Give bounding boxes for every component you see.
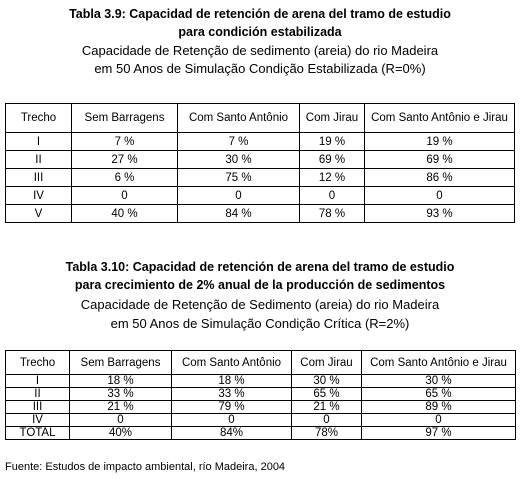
table2-cell: 21 % (291, 400, 362, 414)
table1-cell: 93 % (364, 204, 515, 223)
table2-header-cell: Com Jirau (291, 350, 362, 375)
table1-cell: 69 % (364, 150, 515, 169)
table2-cell: 65 % (361, 387, 516, 401)
table1-cell: 6 % (71, 168, 178, 187)
table1-cell: 12 % (299, 168, 365, 187)
table2-header-row: Trecho Sem Barragens Com Santo Antônio C… (5, 350, 516, 375)
table1-title-line1: Tabla 3.9: Capacidad de retención de are… (69, 7, 451, 21)
table2-cell: II (5, 387, 70, 401)
table2-cell: 0 (171, 413, 292, 427)
table2-header-cell: Com Santo Antônio (171, 350, 292, 375)
table2-title-line1: Tabla 3.10: Capacidad de retención de ar… (65, 260, 455, 274)
table2-cell: 89 % (361, 400, 516, 414)
table1-cell: 19 % (364, 132, 515, 151)
table1-cell: 0 (299, 186, 365, 205)
table1-cell: I (5, 132, 72, 151)
table-row: I 18 % 18 % 30 % 30 % (5, 374, 516, 388)
table2-cell: 79 % (171, 400, 292, 414)
table-row: IV 0 0 0 0 (5, 413, 516, 427)
table1-cell: 84 % (177, 204, 300, 223)
table2-cell: TOTAL (5, 426, 70, 440)
table1-subtitle-line2: em 50 Anos de Simulação Condição Estabil… (94, 61, 426, 76)
table2-cell: I (5, 374, 70, 388)
table2-cell: 33 % (171, 387, 292, 401)
table1-cell: 40 % (71, 204, 178, 223)
table1-cell: 7 % (177, 132, 300, 151)
table2-cell: 30 % (361, 374, 516, 388)
table2-cell: 84% (171, 426, 292, 440)
table2-cell: 0 (291, 413, 362, 427)
table1-title-line2: para condición estabilizada (178, 25, 342, 39)
table1-header-cell: Com Jirau (299, 103, 365, 133)
table1-cell: 75 % (177, 168, 300, 187)
table1-cell: 19 % (299, 132, 365, 151)
table-row: IV 0 0 0 0 (5, 186, 515, 205)
table1-cell: 86 % (364, 168, 515, 187)
table-row: III 21 % 79 % 21 % 89 % (5, 400, 516, 414)
table1-cell: IV (5, 186, 72, 205)
table2-subtitle-line1: Capacidade de Retenção de Sedimento (are… (80, 297, 440, 312)
table2-header-cell: Com Santo Antônio e Jirau (361, 350, 516, 375)
table1-cell: 27 % (71, 150, 178, 169)
table1-cell: 78 % (299, 204, 365, 223)
table2-cell: 21 % (69, 400, 172, 414)
table1-cell: 0 (177, 186, 300, 205)
table2-cell: 78% (291, 426, 362, 440)
table2-cell: 65 % (291, 387, 362, 401)
table2-cell: 40% (69, 426, 172, 440)
table2-cell: 33 % (69, 387, 172, 401)
table1-header-cell: Trecho (5, 103, 72, 133)
table2-cell: 0 (361, 413, 516, 427)
table-row: III 6 % 75 % 12 % 86 % (5, 168, 515, 187)
table2-cell: 18 % (171, 374, 292, 388)
table-row: TOTAL 40% 84% 78% 97 % (5, 426, 516, 440)
table-row: V 40 % 84 % 78 % 93 % (5, 204, 515, 223)
table2-title-line2: para crecimiento de 2% anual de la produ… (74, 278, 446, 292)
table-row: II 27 % 30 % 69 % 69 % (5, 150, 515, 169)
table2-cell: 18 % (69, 374, 172, 388)
table2-cell: 97 % (361, 426, 516, 440)
table1-cell: 0 (364, 186, 515, 205)
table1-header-cell: Com Santo Antônio (177, 103, 300, 133)
table1-header-cell: Sem Barragens (71, 103, 178, 133)
source-note: Fuente: Estudos de impacto ambiental, rí… (5, 461, 286, 473)
table2-header-cell: Trecho (5, 350, 70, 375)
table1-cell: 30 % (177, 150, 300, 169)
table2-cell: 0 (69, 413, 172, 427)
table2-subtitle-line2: em 50 Anos de Simulação Condição Crítica… (110, 316, 410, 331)
table2-cell: IV (5, 413, 70, 427)
table1-header-cell: Com Santo Antônio e Jirau (364, 103, 515, 133)
table2-cell: III (5, 400, 70, 414)
table1-cell: II (5, 150, 72, 169)
table1-header-row: Trecho Sem Barragens Com Santo Antônio C… (5, 103, 515, 133)
table1-cell: V (5, 204, 72, 223)
table1-cell: 69 % (299, 150, 365, 169)
table1-subtitle-line1: Capacidade de Retenção de sedimento (are… (81, 43, 439, 58)
table-row: I 7 % 7 % 19 % 19 % (5, 132, 515, 151)
table2-cell: 30 % (291, 374, 362, 388)
table2: Trecho Sem Barragens Com Santo Antônio C… (5, 350, 516, 440)
table1: Trecho Sem Barragens Com Santo Antônio C… (5, 103, 515, 223)
table2-header-cell: Sem Barragens (69, 350, 172, 375)
table1-cell: 7 % (71, 132, 178, 151)
table-row: II 33 % 33 % 65 % 65 % (5, 387, 516, 401)
table1-cell: 0 (71, 186, 178, 205)
table1-cell: III (5, 168, 72, 187)
